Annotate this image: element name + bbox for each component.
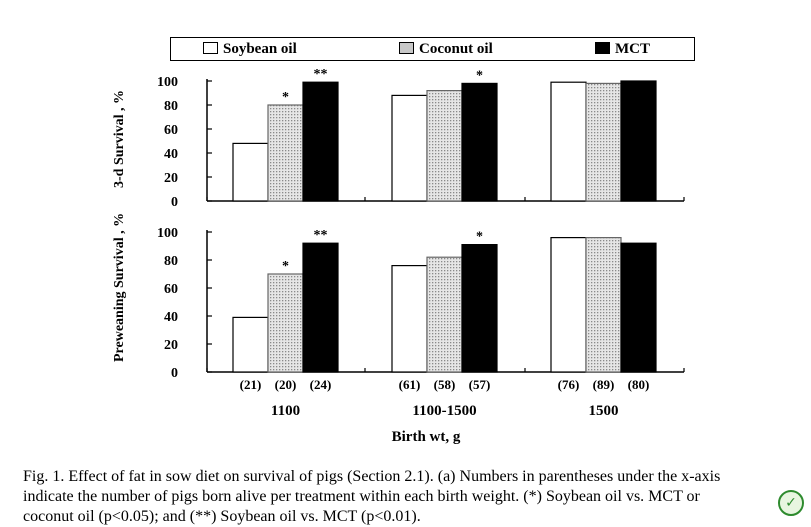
bar (550, 81, 587, 202)
bar (461, 82, 498, 202)
bar (426, 89, 463, 202)
bar (391, 94, 428, 202)
significance-mark: * (476, 68, 483, 83)
bar (267, 104, 304, 202)
y-tick-label: 20 (164, 171, 178, 186)
legend-label-soybean: Soybean oil (223, 41, 297, 57)
bar (461, 244, 498, 373)
significance-mark: * (476, 230, 483, 245)
count-label: (20) (275, 377, 297, 392)
legend-swatch-soybean (203, 41, 218, 54)
x-axis-label: Birth wt, g (392, 429, 461, 445)
significance-mark: ** (314, 67, 328, 82)
caption-line-3: coconut oil (p<0.05); and (**) Soybean o… (23, 508, 421, 525)
legend-label-coconut: Coconut oil (419, 41, 493, 57)
bar (267, 273, 304, 373)
leaf-icon[interactable]: ✓ (778, 490, 804, 516)
y-tick-label: 100 (157, 75, 178, 90)
legend-swatch-mct (595, 41, 610, 54)
legend-item-soybean: Soybean oil (203, 41, 297, 58)
bar (232, 316, 269, 373)
count-label: (80) (628, 377, 650, 392)
bar (585, 82, 622, 202)
figure-caption: Fig. 1. Effect of fat in sow diet on sur… (23, 467, 793, 527)
category-label: 1500 (589, 403, 619, 419)
legend-item-mct: MCT (595, 41, 650, 58)
count-label: (76) (558, 377, 580, 392)
bar (426, 256, 463, 373)
bar (302, 81, 339, 202)
y-tick-label: 80 (164, 254, 178, 269)
y-tick-label: 0 (171, 195, 178, 210)
bar (620, 80, 657, 202)
legend-swatch-coconut (399, 41, 414, 54)
significance-mark: ** (314, 228, 328, 243)
bar (550, 237, 587, 373)
legend-item-coconut: Coconut oil (399, 41, 493, 58)
y-tick-label: 60 (164, 282, 178, 297)
y-tick-label: 40 (164, 310, 178, 325)
count-label: (57) (469, 377, 491, 392)
count-label: (21) (240, 377, 262, 392)
y-tick-label: 0 (171, 366, 178, 381)
y-tick-label: 40 (164, 147, 178, 162)
bar (620, 242, 657, 373)
count-label: (61) (399, 377, 421, 392)
caption-line-2: indicate the number of pigs born alive p… (23, 488, 700, 505)
category-label: 1100-1500 (412, 403, 476, 419)
bar (302, 242, 339, 373)
bar (232, 142, 269, 202)
count-label: (89) (593, 377, 615, 392)
count-label: (58) (434, 377, 456, 392)
significance-mark: * (282, 90, 289, 105)
category-label: 1100 (271, 403, 300, 419)
y-tick-label: 80 (164, 99, 178, 114)
bar (391, 265, 428, 373)
legend-label-mct: MCT (615, 41, 650, 57)
caption-line-1: Fig. 1. Effect of fat in sow diet on sur… (23, 468, 721, 485)
bar (585, 237, 622, 373)
y-tick-label: 60 (164, 123, 178, 138)
y-tick-label: 100 (157, 226, 178, 241)
significance-mark: * (282, 259, 289, 274)
legend: Soybean oil Coconut oil MCT (170, 37, 695, 61)
y-tick-label: 20 (164, 338, 178, 353)
count-label: (24) (310, 377, 332, 392)
